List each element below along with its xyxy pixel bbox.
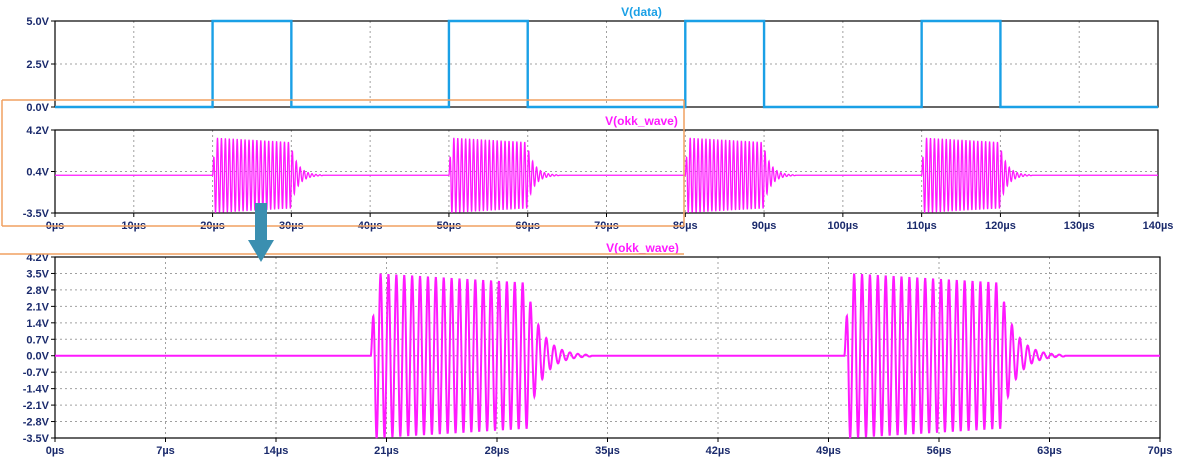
x-tick-label: 49µs (816, 445, 841, 457)
y-tick-label: 0.0V (26, 351, 49, 363)
x-tick-label: 63µs (1037, 445, 1062, 457)
chart-title: V(okk_wave) (606, 241, 679, 255)
y-tick-label: 2.1V (26, 301, 49, 313)
x-tick-label: 28µs (485, 445, 510, 457)
x-tick-label: 130µs (1064, 220, 1095, 232)
y-tick-label: -0.7V (23, 367, 50, 379)
x-tick-label: 80µs (673, 220, 698, 232)
y-tick-label: 3.5V (26, 268, 49, 280)
x-tick-label: 56µs (927, 445, 952, 457)
x-tick-label: 21µs (374, 445, 399, 457)
x-tick-label: 120µs (985, 220, 1016, 232)
y-tick-label: 0.4V (26, 167, 49, 179)
panel-okk-wave-zoom: 4.2V 3.5V 2.8V 2.1V 1.4V 0.7V 0.0V -0.7V -1.4V -2… (23, 241, 1173, 457)
series-line-okk-wave (55, 137, 1158, 213)
y-tick-label: 4.2V (26, 252, 49, 264)
panel-vdata: 5.0V 2.5V 0.0V V(data) (26, 5, 1159, 114)
y-tick-label: -3.5V (23, 208, 50, 220)
x-tick-label: 90µs (752, 220, 777, 232)
y-tick-label: -2.1V (23, 400, 50, 412)
chart-title: V(data) (621, 5, 662, 19)
y-tick-label: 4.2V (26, 125, 49, 137)
y-tick-label: 2.8V (26, 285, 49, 297)
x-tick-label: 14µs (264, 445, 289, 457)
y-tick-label: -2.8V (23, 417, 50, 429)
y-tick-label: 5.0V (26, 16, 49, 28)
series-line-okk-wave-zoom (55, 273, 1160, 439)
x-tick-label: 100µs (827, 220, 858, 232)
x-tick-label: 70µs (1148, 445, 1173, 457)
chart-title: V(okk_wave) (605, 114, 678, 128)
zoom-indicator (0, 99, 685, 262)
x-tick-label: 140µs (1143, 220, 1174, 232)
x-tick-label: 7µs (156, 445, 175, 457)
down-arrow-shaft (255, 203, 267, 241)
y-tick-label: -1.4V (23, 384, 50, 396)
x-tick-label: 110µs (907, 220, 937, 232)
y-tick-label: 1.4V (26, 318, 49, 330)
down-arrow-icon (248, 240, 274, 262)
y-tick-label: 0.0V (26, 102, 49, 114)
y-tick-label: -3.5V (23, 433, 50, 445)
x-tick-label: 42µs (706, 445, 731, 457)
series-line-vdata (55, 19, 1158, 109)
x-tick-label: 35µs (595, 445, 620, 457)
y-tick-label: 2.5V (26, 59, 49, 71)
y-tick-label: 0.7V (26, 334, 49, 346)
x-tick-label: 0µs (46, 445, 65, 457)
